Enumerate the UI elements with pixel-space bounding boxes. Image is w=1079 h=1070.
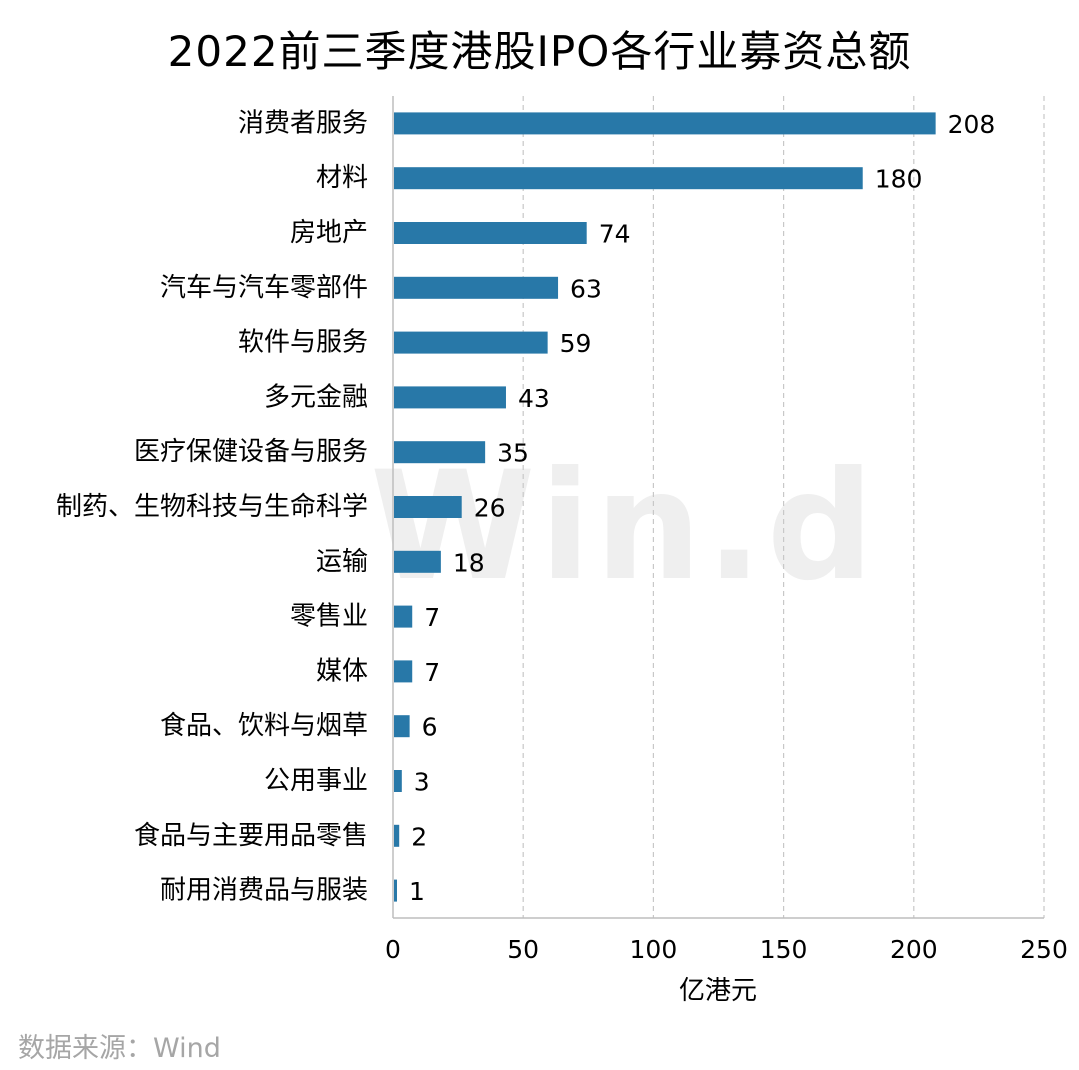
bar [394, 660, 413, 683]
bar [394, 605, 413, 628]
x-tick-label: 50 [507, 935, 539, 964]
data-label: 74 [599, 220, 631, 249]
category-label: 媒体 [316, 656, 368, 686]
x-axis-title: 亿港元 [679, 976, 757, 1006]
bar [394, 386, 506, 409]
bar [394, 441, 486, 464]
data-label: 18 [453, 548, 485, 577]
bar [394, 222, 587, 244]
data-label: 3 [414, 768, 430, 797]
data-label: 63 [570, 274, 602, 303]
bar [394, 496, 462, 518]
data-label: 35 [497, 439, 529, 468]
category-label: 食品与主要用品零售 [134, 821, 368, 851]
bar [394, 331, 548, 354]
data-label: 7 [424, 603, 440, 632]
category-label: 食品、饮料与烟草 [160, 711, 368, 741]
data-label: 2 [411, 822, 427, 851]
category-label: 零售业 [290, 602, 368, 632]
x-tick-label: 150 [760, 935, 808, 964]
category-label: 耐用消费品与服装 [160, 876, 368, 906]
category-label: 汽车与汽车零部件 [160, 273, 368, 303]
bar [394, 112, 936, 135]
bar [394, 167, 863, 190]
bar [394, 879, 397, 902]
data-label: 180 [875, 165, 923, 194]
category-label: 软件与服务 [238, 328, 368, 358]
chart-title: 2022前三季度港股IPO各行业募资总额 [167, 27, 912, 76]
source-note: 数据来源：Wind [18, 1033, 221, 1064]
data-label: 1 [409, 877, 425, 906]
category-label: 制药、生物科技与生命科学 [56, 492, 368, 522]
bar [394, 715, 410, 738]
x-tick-label: 100 [630, 935, 678, 964]
category-label: 材料 [316, 163, 368, 193]
data-label: 7 [424, 658, 440, 687]
data-label: 6 [422, 713, 438, 742]
category-label: 消费者服务 [238, 108, 368, 138]
data-label: 43 [518, 384, 550, 413]
category-label: 多元金融 [264, 382, 368, 412]
category-label: 医疗保健设备与服务 [134, 437, 368, 467]
bar [394, 276, 559, 299]
bar [394, 550, 441, 573]
bar [394, 824, 400, 847]
data-label: 26 [474, 494, 506, 523]
category-label: 运输 [316, 547, 368, 577]
data-label: 208 [948, 110, 996, 139]
data-label: 59 [560, 329, 592, 358]
x-tick-label: 200 [890, 935, 938, 964]
bar [394, 770, 402, 792]
x-tick-label: 250 [1020, 935, 1068, 964]
category-label: 房地产 [290, 218, 368, 248]
x-tick-label: 0 [385, 935, 401, 964]
watermark: Win.d [370, 440, 879, 614]
category-label: 公用事业 [264, 766, 368, 796]
